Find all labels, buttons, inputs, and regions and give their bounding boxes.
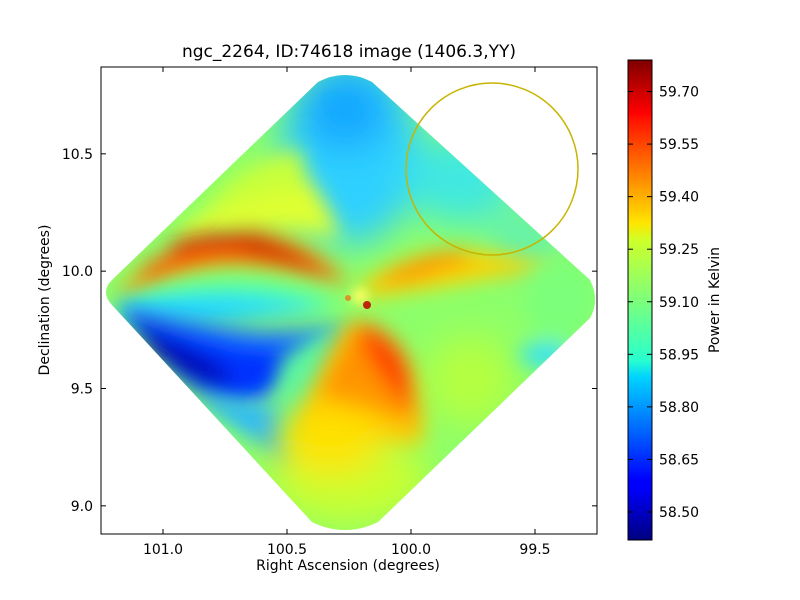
colorbar-tick-label: 58.95 <box>659 347 699 363</box>
colorbar-label: Power in Kelvin <box>707 247 723 353</box>
x-axis-ticks: 101.0 100.5 100.0 99.5 <box>143 67 551 558</box>
colorbar-tick-label: 59.40 <box>659 190 699 206</box>
colorbar-tick-label: 58.50 <box>659 505 699 521</box>
x-tick-label: 100.0 <box>391 542 431 558</box>
region-circle <box>405 82 579 256</box>
colorbar-tick-label: 59.55 <box>659 137 699 153</box>
y-tick-label: 10.5 <box>62 147 93 163</box>
y-axis-label: Declination (degrees) <box>37 225 53 376</box>
chart-title: ngc_2264, ID:74618 image (1406.3,YY) <box>182 42 516 62</box>
colorbar-tick-label: 59.10 <box>659 295 699 311</box>
y-axis-ticks: 9.0 9.5 10.0 10.5 <box>62 147 597 515</box>
y-tick-label: 9.5 <box>71 382 93 398</box>
colorbar-ticks: 58.50 58.65 58.80 58.95 59.10 59.25 59.40 59.55… <box>628 85 699 521</box>
colorbar <box>627 59 653 541</box>
colorbar-tick-label: 58.80 <box>659 400 699 416</box>
x-tick-label: 100.5 <box>267 542 307 558</box>
axes-frame <box>100 66 598 535</box>
x-tick-label: 99.5 <box>519 542 550 558</box>
x-axis-label: Right Ascension (degrees) <box>256 558 440 574</box>
colorbar-tick-label: 58.65 <box>659 452 699 468</box>
y-tick-label: 9.0 <box>71 499 93 515</box>
y-tick-label: 10.0 <box>62 264 93 280</box>
colorbar-tick-label: 59.70 <box>659 85 699 101</box>
colorbar-tick-label: 59.25 <box>659 242 699 258</box>
x-tick-label: 101.0 <box>143 542 183 558</box>
